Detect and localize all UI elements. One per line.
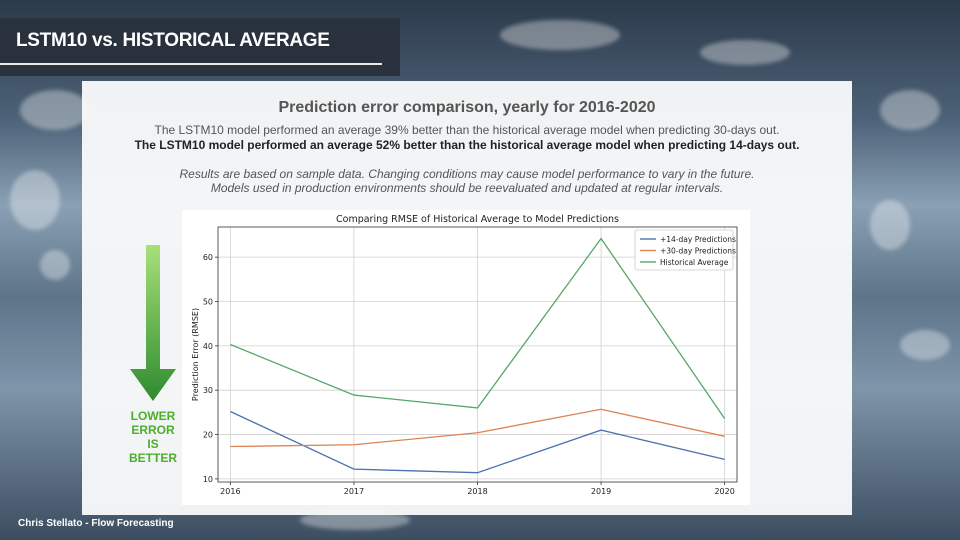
title-bar xyxy=(0,18,400,76)
disclaimer-line-1: Results are based on sample data. Changi… xyxy=(179,167,755,181)
legend-label: Historical Average xyxy=(660,258,729,267)
panel-heading: Prediction error comparison, yearly for … xyxy=(278,99,656,116)
disclaimer-line-2: Models used in production environments s… xyxy=(210,181,724,195)
summary-30day: The LSTM10 model performed an average 39… xyxy=(154,123,780,137)
y-tick-label: 60 xyxy=(203,253,213,262)
footer-credit: Chris Stellato - Flow Forecasting xyxy=(18,518,174,529)
down-arrow-icon xyxy=(130,245,176,401)
y-tick-label: 20 xyxy=(203,431,213,440)
y-tick-label: 50 xyxy=(203,298,213,307)
legend-label: +14-day Predictions xyxy=(660,235,736,244)
chart-title: Comparing RMSE of Historical Average to … xyxy=(336,214,619,225)
x-tick-label: 2016 xyxy=(220,487,240,496)
legend-label: +30-day Predictions xyxy=(660,247,736,256)
x-tick-label: 2018 xyxy=(467,487,487,496)
y-tick-label: 40 xyxy=(203,342,213,351)
y-axis-label: Prediction Error (RMSE) xyxy=(191,308,200,401)
lower-error-label: LOWER ERROR IS BETTER xyxy=(129,409,177,465)
slide-title: LSTM10 vs. HISTORICAL AVERAGE xyxy=(16,30,330,51)
legend-box xyxy=(634,229,734,271)
summary-14day: The LSTM10 model performed an average 52… xyxy=(134,138,800,152)
x-tick-label: 2019 xyxy=(591,487,611,496)
x-tick-label: 2020 xyxy=(714,487,734,496)
rmse-line-chart: Comparing RMSE of Historical Average to … xyxy=(191,214,738,496)
rmse-chart: Comparing RMSE of Historical Average to … xyxy=(182,210,750,505)
y-tick-label: 10 xyxy=(203,475,213,484)
content-panel: Prediction error comparison, yearly for … xyxy=(82,81,852,515)
x-tick-label: 2017 xyxy=(344,487,364,496)
y-tick-label: 30 xyxy=(203,386,213,395)
title-underline xyxy=(0,63,382,65)
